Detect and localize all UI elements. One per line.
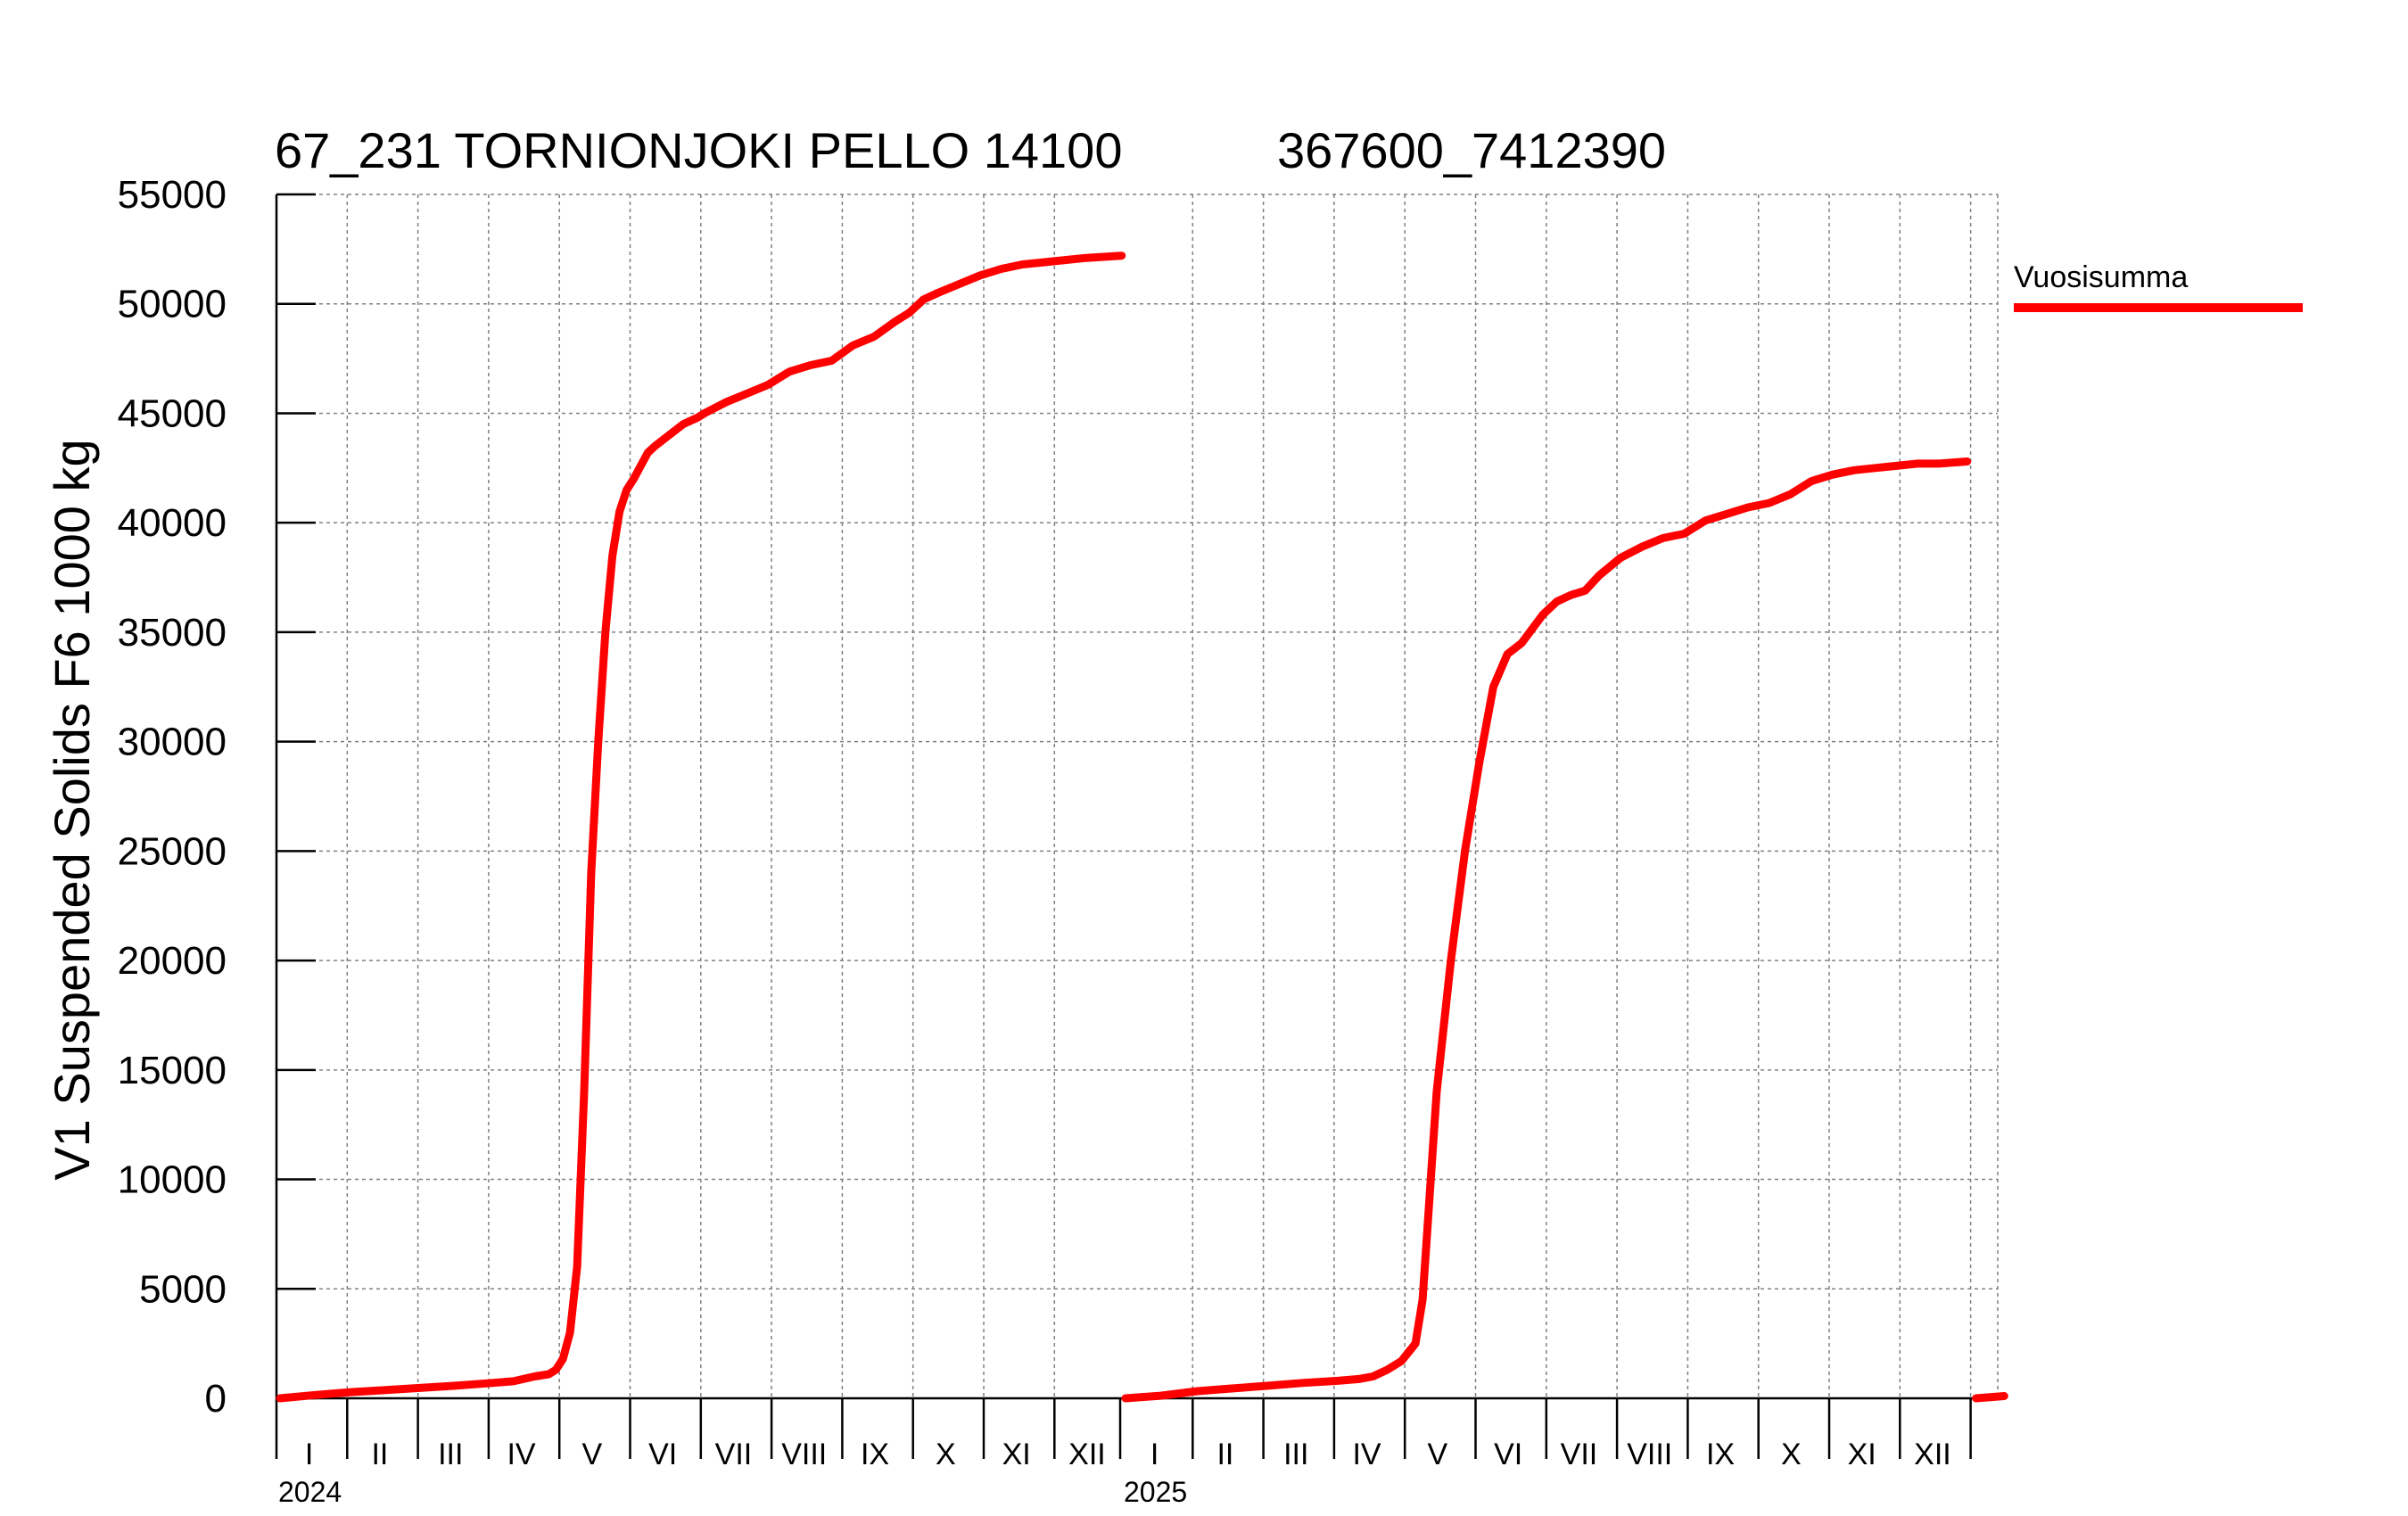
month-label: VII xyxy=(1561,1438,1598,1471)
month-label: IX xyxy=(1706,1438,1735,1471)
y-tick-label: 45000 xyxy=(118,391,227,435)
month-label: III xyxy=(1283,1438,1308,1471)
month-label: XII xyxy=(1914,1438,1951,1471)
month-label: I xyxy=(305,1438,313,1471)
legend: Vuosisumma xyxy=(2014,260,2303,312)
grid xyxy=(276,194,1999,1398)
y-tick-label: 10000 xyxy=(118,1158,227,1202)
year-label: 2025 xyxy=(1124,1476,1187,1508)
y-tick-label: 40000 xyxy=(118,501,227,545)
y-tick-label: 15000 xyxy=(118,1049,227,1092)
month-label: II xyxy=(1216,1438,1233,1471)
y-tick-label: 35000 xyxy=(118,611,227,655)
month-label: VIII xyxy=(1627,1438,1672,1471)
month-label: IX xyxy=(861,1438,889,1471)
axes xyxy=(275,193,1998,1459)
month-label: II xyxy=(371,1438,388,1471)
y-tick-label: 25000 xyxy=(118,829,227,873)
chart-title-left: 67_231 TORNIONJOKI PELLO 14100 xyxy=(275,122,1122,178)
month-label: IV xyxy=(507,1438,535,1471)
month-label: V xyxy=(582,1438,603,1471)
month-label: XI xyxy=(1848,1438,1876,1471)
month-label: VII xyxy=(715,1438,753,1471)
month-label: XII xyxy=(1068,1438,1106,1471)
month-label: I xyxy=(1150,1438,1159,1471)
y-tick-label: 0 xyxy=(205,1377,227,1421)
series-line-2026 xyxy=(1972,1392,2008,1403)
chart-title-right: 367600_7412390 xyxy=(1277,122,1666,178)
month-label: X xyxy=(936,1438,956,1471)
month-label: XI xyxy=(1002,1438,1031,1471)
series-lines xyxy=(276,251,2008,1403)
series-line-2025 xyxy=(1121,457,1972,1403)
legend-label: Vuosisumma xyxy=(2014,260,2188,294)
series-line-2024 xyxy=(276,251,1126,1403)
y-tick-label: 5000 xyxy=(139,1267,227,1311)
month-label: X xyxy=(1781,1438,1802,1471)
y-tick-label: 50000 xyxy=(118,283,227,326)
month-label: VIII xyxy=(781,1438,827,1471)
month-label: V xyxy=(1428,1438,1448,1471)
y-tick-labels: 0 5000 10000 15000 20000 25000 30000 35000 40000… xyxy=(118,173,227,1421)
y-tick-label: 30000 xyxy=(118,721,227,764)
year-label: 2024 xyxy=(278,1476,342,1508)
month-label: IV xyxy=(1352,1438,1381,1471)
y-tick-label: 55000 xyxy=(118,173,227,217)
month-label: VI xyxy=(648,1438,677,1471)
y-tick-label: 20000 xyxy=(118,939,227,983)
month-label: VI xyxy=(1494,1438,1522,1471)
month-label: III xyxy=(438,1438,463,1471)
y-axis-label: V1 Suspended Solids F6 1000 kg xyxy=(44,439,100,1180)
